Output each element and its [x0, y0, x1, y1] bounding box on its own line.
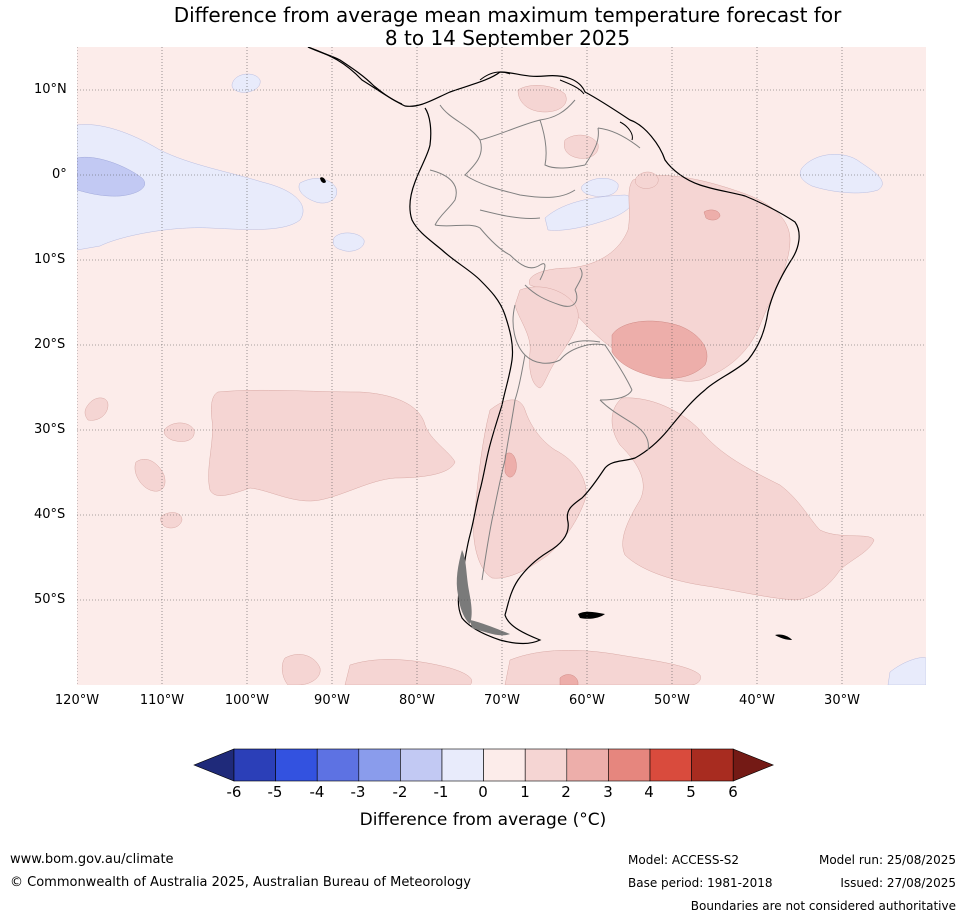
colorbar-cell	[566, 748, 609, 782]
south-georgia	[775, 634, 792, 640]
warm-anomaly-south-bottom	[344, 659, 473, 685]
colorbar-cell	[441, 748, 484, 782]
warm-anomaly-pacific-south	[208, 389, 456, 502]
colorbar-tick-label: -4	[309, 783, 325, 801]
colorbar-tick-label: 0	[478, 783, 488, 801]
colorbar-tick-label: 2	[561, 783, 571, 801]
footer-issued: Issued: 27/08/2025	[840, 876, 956, 890]
colorbar-tick-label: 3	[603, 783, 613, 801]
colorbar-cell	[691, 748, 734, 782]
lat-label-30s: 30°S	[34, 422, 66, 437]
colorbar-tick-label: 1	[520, 783, 530, 801]
colorbar-cell	[483, 748, 526, 782]
footer-base-period: Base period: 1981-2018	[628, 876, 773, 890]
colorbar-cell	[400, 748, 443, 782]
colorbar-tick-label: 5	[686, 783, 696, 801]
lon-label-70w: 70°W	[484, 693, 520, 708]
lon-label-110w: 110°W	[139, 693, 185, 708]
lon-label-100w: 100°W	[224, 693, 270, 708]
map-gridlines	[77, 47, 926, 685]
title-line-2: 8 to 14 September 2025	[384, 26, 631, 50]
colorbar-cell	[358, 748, 401, 782]
cool-anomaly-region-pacific	[77, 124, 304, 251]
title-line-1: Difference from average mean maximum tem…	[173, 3, 842, 27]
warm-anomaly-peak-small-1	[703, 209, 721, 221]
footer-website: www.bom.gov.au/climate	[10, 852, 174, 867]
warm-anomaly-southwest	[281, 654, 321, 685]
lat-label-20s: 20°S	[34, 337, 66, 352]
warm-anomaly-peak-small-3	[559, 674, 579, 685]
footer-disclaimer: Boundaries are not considered authoritat…	[690, 899, 956, 913]
warm-anomaly-north-3	[635, 171, 659, 189]
warm-anomaly-peak-small-2	[504, 452, 517, 478]
lat-label-40s: 40°S	[34, 507, 66, 522]
cool-anomaly-small-2	[333, 232, 365, 252]
south-america-coastline	[307, 47, 800, 644]
cool-anomaly-core-pacific	[77, 156, 145, 197]
lon-label-40w: 40°W	[739, 693, 775, 708]
cool-anomaly-southeast	[887, 657, 926, 685]
colorbar-extend-high	[732, 748, 775, 782]
cool-anomaly-guiana	[581, 178, 619, 197]
colorbar-tick-label: -3	[350, 783, 366, 801]
country-borders	[429, 99, 649, 581]
colorbar-cell	[233, 748, 276, 782]
chile-fjords	[456, 550, 472, 624]
cool-anomaly-atlantic	[799, 154, 883, 194]
colorbar-tick-label: -1	[433, 783, 449, 801]
warm-anomaly-small-1	[84, 397, 109, 421]
colorbar-tick-label: -5	[267, 783, 283, 801]
colorbar-title: Difference from average (°C)	[359, 810, 607, 830]
colorbar-tick-label: 4	[644, 783, 654, 801]
colorbar-tick-label: -6	[226, 783, 242, 801]
lon-label-80w: 80°W	[399, 693, 435, 708]
warm-anomaly-drake	[504, 650, 701, 685]
warm-anomaly-small-4	[160, 512, 183, 529]
colorbar-cell	[316, 748, 360, 782]
colorbar-cell	[649, 748, 692, 782]
warm-anomaly-north-1	[517, 85, 567, 113]
lon-label-50w: 50°W	[654, 693, 690, 708]
warm-anomaly-central-argentina	[514, 286, 579, 389]
tierra-del-fuego	[470, 620, 510, 636]
colorbar-extend-low	[193, 748, 235, 782]
lat-label-0: 0°	[52, 167, 67, 182]
lat-label-10n: 10°N	[34, 82, 67, 97]
lon-label-90w: 90°W	[314, 693, 350, 708]
footer-copyright: © Commonwealth of Australia 2025, Austra…	[10, 875, 471, 890]
warm-anomaly-small-2	[164, 422, 195, 442]
warm-anomaly-north-2	[564, 134, 599, 159]
colorbar-tick-label: -2	[392, 783, 408, 801]
caribbean-coastline	[479, 71, 633, 141]
falkland-islands	[578, 611, 605, 619]
colorbar-cell	[275, 748, 318, 782]
lon-label-30w: 30°W	[824, 693, 860, 708]
footer-model-run: Model run: 25/08/2025	[818, 853, 956, 867]
colorbar-cells	[193, 748, 775, 782]
warm-anomaly-peak-brazil	[611, 320, 708, 379]
central-america-coastline	[307, 47, 403, 105]
lon-label-60w: 60°W	[569, 693, 605, 708]
footer-model: Model: ACCESS-S2	[628, 853, 740, 867]
galapagos-islands	[320, 177, 326, 183]
colorbar-cell	[524, 748, 568, 782]
warm-anomaly-south-atlantic	[611, 397, 875, 601]
lon-label-120w: 120°W	[54, 693, 100, 708]
colorbar-cell	[608, 748, 651, 782]
lat-label-50s: 50°S	[34, 592, 66, 607]
lat-label-10s: 10°S	[34, 252, 66, 267]
colorbar-tick-label: 6	[728, 783, 738, 801]
chart-title: Difference from average mean maximum tem…	[0, 4, 965, 50]
